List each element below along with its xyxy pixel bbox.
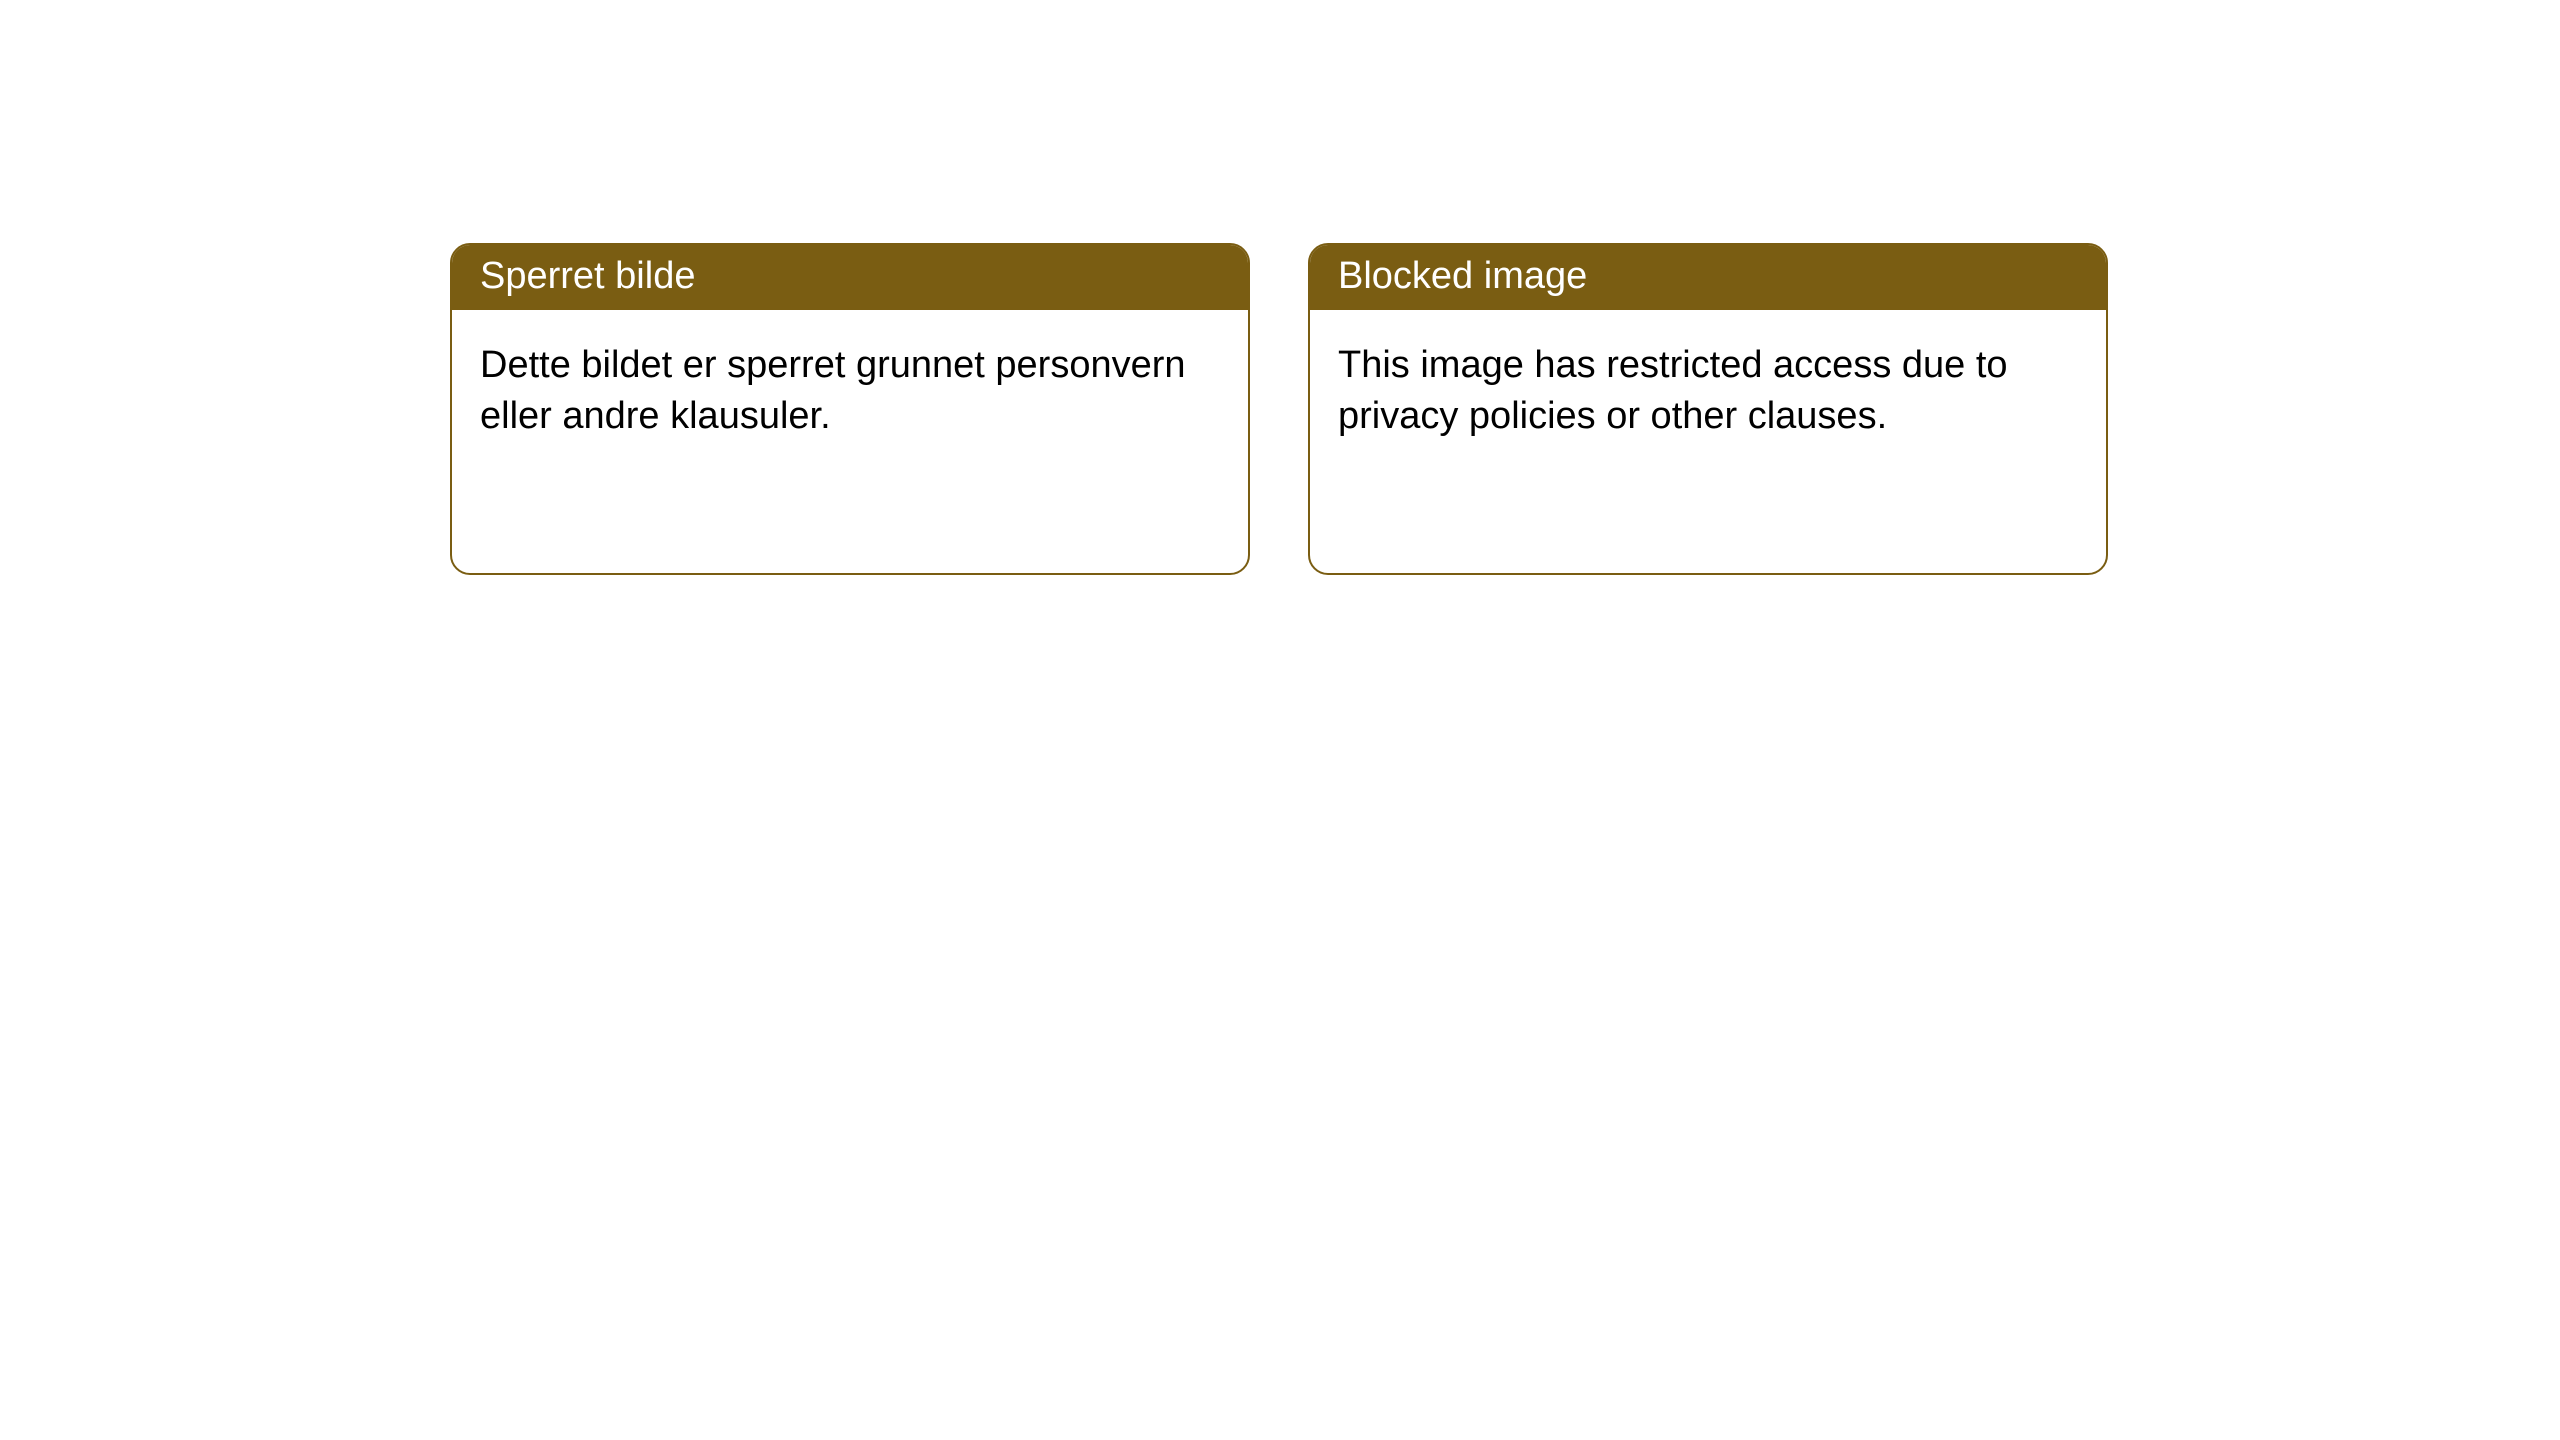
card-body-no: Dette bildet er sperret grunnet personve… (452, 310, 1248, 473)
blocked-image-cards: Sperret bilde Dette bildet er sperret gr… (450, 243, 2108, 575)
card-title-en: Blocked image (1338, 255, 1587, 297)
card-header-en: Blocked image (1310, 245, 2106, 310)
card-title-no: Sperret bilde (480, 255, 695, 297)
blocked-image-card-en: Blocked image This image has restricted … (1308, 243, 2108, 575)
card-header-no: Sperret bilde (452, 245, 1248, 310)
card-body-text-en: This image has restricted access due to … (1338, 344, 2008, 437)
card-body-text-no: Dette bildet er sperret grunnet personve… (480, 344, 1186, 437)
blocked-image-card-no: Sperret bilde Dette bildet er sperret gr… (450, 243, 1250, 575)
card-body-en: This image has restricted access due to … (1310, 310, 2106, 473)
